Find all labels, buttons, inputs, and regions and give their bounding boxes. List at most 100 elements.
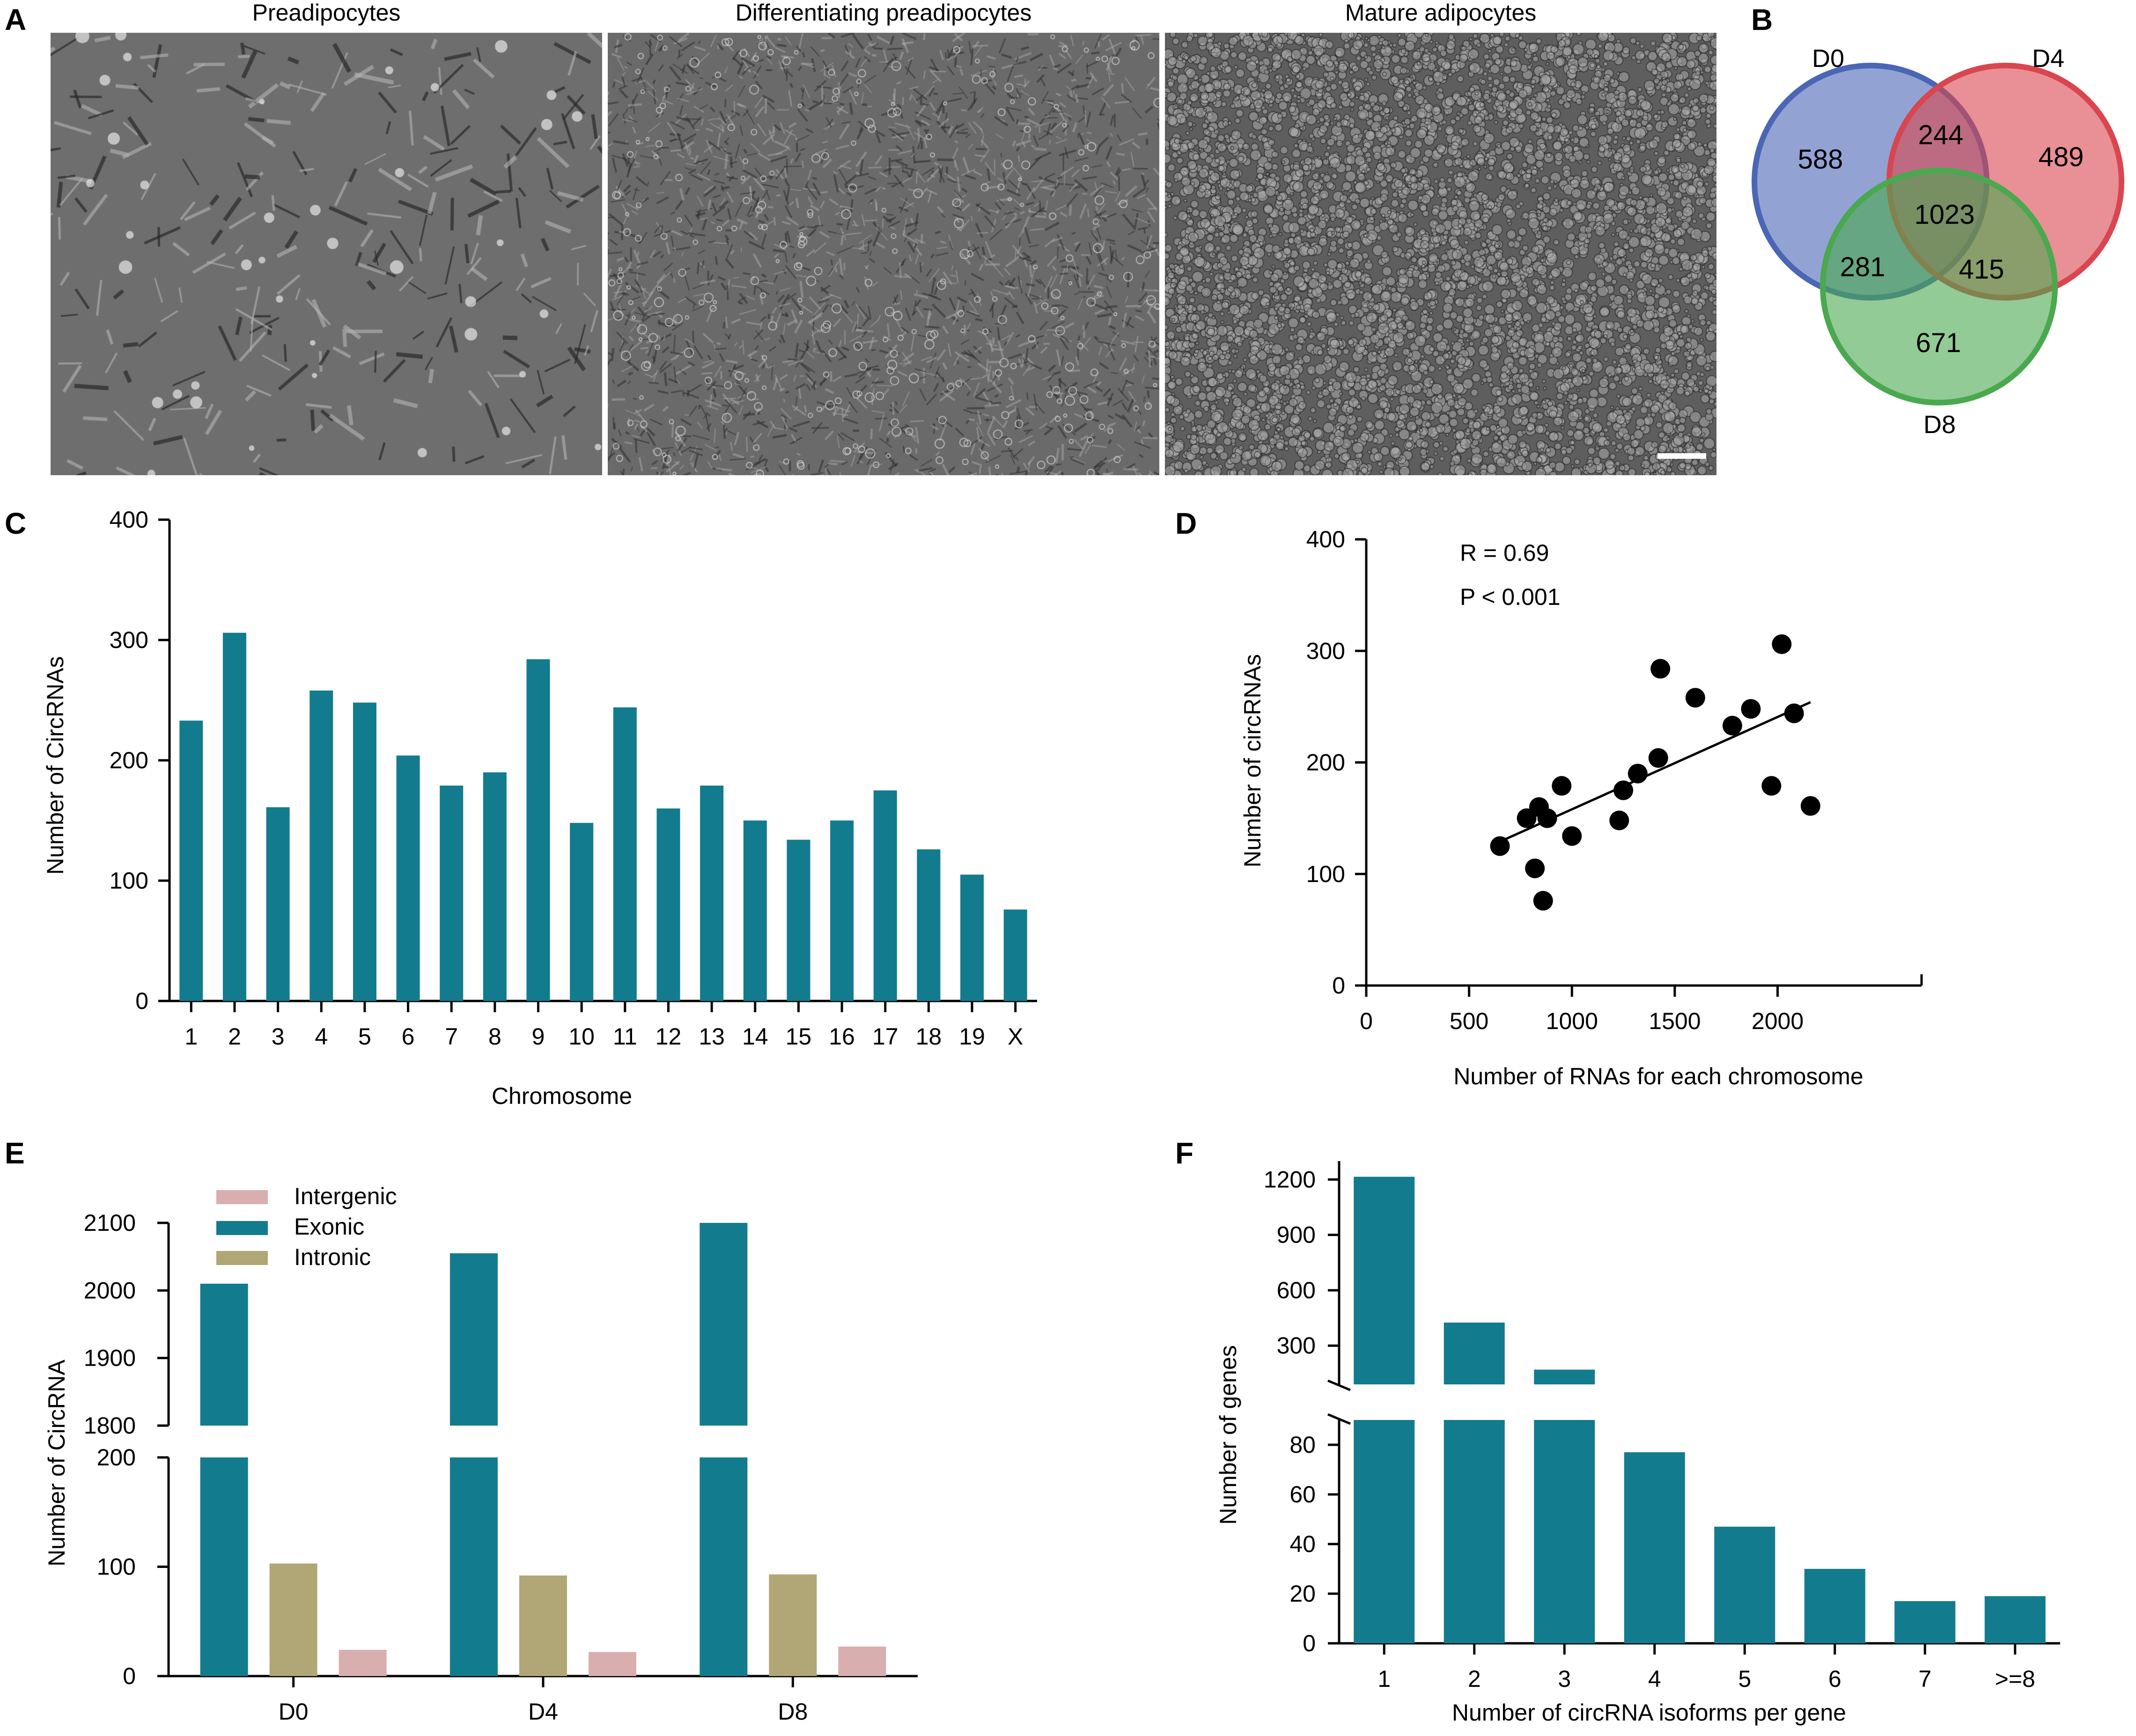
legend-label-intergenic: Intergenic [294,1183,397,1209]
chart-chromosome-bars: Number of CircRNAs Chromosome 0 100 200 300… [42,507,1037,1109]
f-xtick-label: >=8 [1995,1666,2035,1692]
f-ytick-label: 60 [1289,1481,1316,1508]
e-bar-intronic-d0 [269,1563,317,1676]
c-xtick-label: 3 [272,1023,285,1050]
f-bar-2-upper [1444,1322,1505,1384]
f-bar-3-lower [1534,1420,1595,1643]
e-ytick-label: 1900 [84,1345,136,1371]
panel-letter-e: E [5,1136,25,1170]
d-point [1552,776,1572,796]
d-ytick-label: 400 [1306,526,1345,552]
e-bar-exonic-d8-lower [700,1457,748,1676]
d-xtick-label: 1500 [1649,1008,1701,1034]
e-xtick-label-d8: D8 [778,1699,808,1725]
venn-diagram: D0 D4 D8 588 489 671 244 281 415 1023 [1752,44,2124,439]
e-ytick-label: 1800 [84,1412,136,1439]
e-bar-intronic-d8 [769,1574,817,1676]
c-ytick-label: 100 [110,868,148,894]
c-xtick-label: 2 [228,1023,241,1050]
d-point [1772,634,1792,654]
f-bar-3-upper [1534,1369,1595,1384]
c-bar-chr-2 [222,633,246,1001]
d-point [1613,780,1634,801]
d-ytick-label: 300 [1306,638,1345,664]
venn-label-d8: D8 [1923,411,1956,439]
d-point [1741,699,1761,719]
e-bar-exonic-d8-upper [700,1223,748,1426]
e-bar-intergenic-d0 [339,1649,387,1676]
legend-label-intronic: Intronic [294,1244,371,1270]
venn-count-d0-d4: 244 [1918,120,1964,150]
f-xtick-label: 3 [1558,1666,1571,1692]
c-bar-chr-1 [179,721,203,1001]
f-ytick-label: 0 [1303,1630,1316,1656]
f-ylabel: Number of genes [1215,1345,1241,1525]
c-xtick-label: 17 [872,1023,899,1050]
c-xtick-label: X [1008,1023,1023,1050]
e-ytick-label: 2100 [84,1210,136,1236]
c-xtick-label: 4 [315,1023,328,1050]
c-bar-chr-16 [830,820,854,1001]
f-ytick-label: 600 [1277,1277,1316,1303]
micrograph-differentiating [608,33,1159,475]
venn-circle-d8 [1820,168,2058,405]
micrograph-preadipocytes [51,33,602,475]
d-point [1537,808,1557,828]
e-bar-exonic-d4-lower [450,1457,498,1676]
e-ytick-label: 0 [123,1663,136,1689]
d-point [1784,703,1804,723]
d-point [1722,715,1742,736]
f-bar-7 [1894,1601,1956,1643]
d-ytick-label: 200 [1306,750,1345,776]
d-point [1685,688,1705,708]
d-xlabel: Number of RNAs for each chromosome [1453,1063,1863,1089]
d-xtick-label: 2000 [1752,1008,1804,1034]
c-bar-chr-17 [873,790,897,1001]
f-xtick-label: 7 [1918,1666,1931,1692]
e-bar-exonic-d0-upper [200,1283,248,1426]
f-bar-6 [1804,1569,1865,1643]
f-bar-1-lower [1354,1420,1415,1643]
panel-letter-b: B [1751,3,1773,37]
d-annotation-p: P < 0.001 [1460,584,1561,610]
c-bar-chr-6 [396,755,420,1001]
c-xtick-label: 12 [656,1023,682,1050]
c-bar-chr-7 [440,785,464,1001]
c-ylabel: Number of CircRNAs [42,656,68,875]
c-bar-chr-15 [787,839,810,1001]
d-point [1490,836,1510,856]
e-ytick-label: 200 [97,1444,136,1471]
c-xtick-label: 15 [786,1023,812,1050]
c-xtick-label: 13 [699,1023,725,1050]
f-xtick-label: 4 [1648,1666,1661,1692]
legend-swatch-exonic [216,1221,268,1235]
d-point [1650,659,1671,679]
d-point [1648,748,1668,768]
panel-letter-a: A [5,3,26,37]
f-bar-4 [1624,1452,1685,1643]
e-ytick-label: 2000 [84,1277,136,1303]
e-bar-exonic-d0-lower [200,1457,248,1676]
c-bar-chr-11 [613,707,637,1001]
panel-letter-f: F [1175,1136,1193,1170]
c-bar-chr-13 [700,785,724,1001]
venn-count-d4-only: 489 [2039,142,2084,172]
c-bar-chr-4 [309,690,333,1001]
d-point [1800,796,1820,816]
c-bar-chr-9 [526,659,550,1001]
d-xtick-label: 0 [1360,1008,1373,1034]
c-xtick-label: 11 [613,1023,637,1050]
e-bar-intergenic-d8 [838,1646,886,1676]
c-bar-chr-X [1003,909,1027,1001]
c-ytick-label: 400 [110,507,148,533]
f-ytick-label: 300 [1277,1332,1316,1359]
c-bar-chr-8 [483,772,507,1001]
f-ytick-label: 40 [1289,1531,1316,1557]
d-ytick-label: 100 [1306,861,1345,887]
e-xtick-label-d0: D0 [279,1699,309,1725]
e-bar-intronic-d4 [519,1575,567,1676]
d-ylabel: Number of circRNAs [1239,654,1266,868]
chart-isoforms-per-gene: Number of genes Number of circRNA isofor… [1215,1161,2060,1726]
f-bar-5 [1714,1526,1775,1643]
c-xtick-label: 14 [742,1023,768,1050]
